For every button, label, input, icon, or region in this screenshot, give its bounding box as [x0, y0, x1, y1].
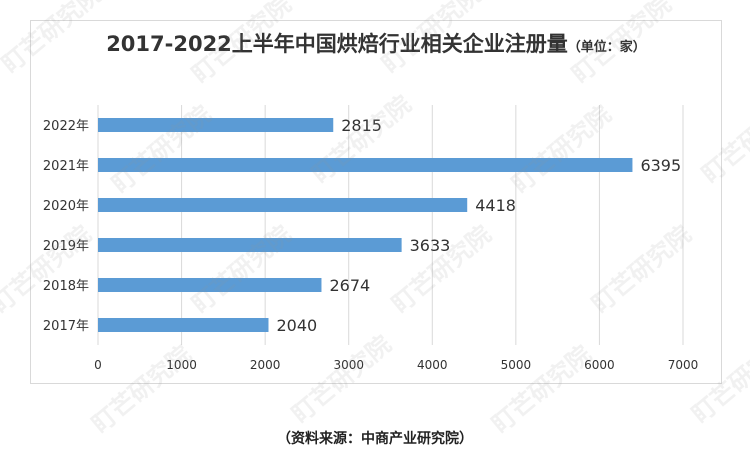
- x-tick-label: 3000: [333, 358, 364, 372]
- y-tick-label: 2021年: [43, 159, 89, 174]
- bars: [98, 118, 633, 332]
- bar: [98, 198, 468, 212]
- data-label: 2815: [341, 116, 382, 135]
- data-label: 6395: [640, 156, 681, 175]
- x-tick-label: 0: [94, 358, 102, 372]
- data-label: 4418: [475, 196, 516, 215]
- bar: [98, 278, 322, 292]
- bar: [98, 318, 269, 332]
- y-tick-label: 2018年: [43, 279, 89, 294]
- x-tick-label: 4000: [417, 358, 448, 372]
- bar: [98, 118, 334, 132]
- x-tick-label: 6000: [584, 358, 615, 372]
- chart-title-block: 2017-2022上半年中国烘焙行业相关企业注册量（单位：家）: [30, 32, 722, 56]
- data-label: 2040: [276, 316, 317, 335]
- x-tick-label: 5000: [501, 358, 532, 372]
- data-label: 3633: [410, 236, 451, 255]
- bar: [98, 158, 633, 172]
- labels: 0 1000 2000 3000 4000 5000 6000 7000 2022年 2815 20…: [43, 116, 698, 372]
- x-tick-label: 7000: [668, 358, 699, 372]
- y-tick-label: 2017年: [43, 319, 89, 334]
- data-label: 2674: [329, 276, 370, 295]
- grid-lines: [97, 105, 684, 345]
- chart-unit: （单位：家）: [567, 40, 646, 55]
- x-tick-label: 2000: [250, 358, 281, 372]
- source-note: （资料来源：中商产业研究院）: [277, 431, 473, 447]
- y-tick-label: 2020年: [43, 199, 89, 214]
- chart-title: 2017-2022上半年中国烘焙行业相关企业注册量: [106, 32, 568, 56]
- y-tick-label: 2022年: [43, 119, 89, 134]
- bar: [98, 238, 402, 252]
- x-tick-label: 1000: [166, 358, 197, 372]
- y-tick-label: 2019年: [43, 239, 89, 254]
